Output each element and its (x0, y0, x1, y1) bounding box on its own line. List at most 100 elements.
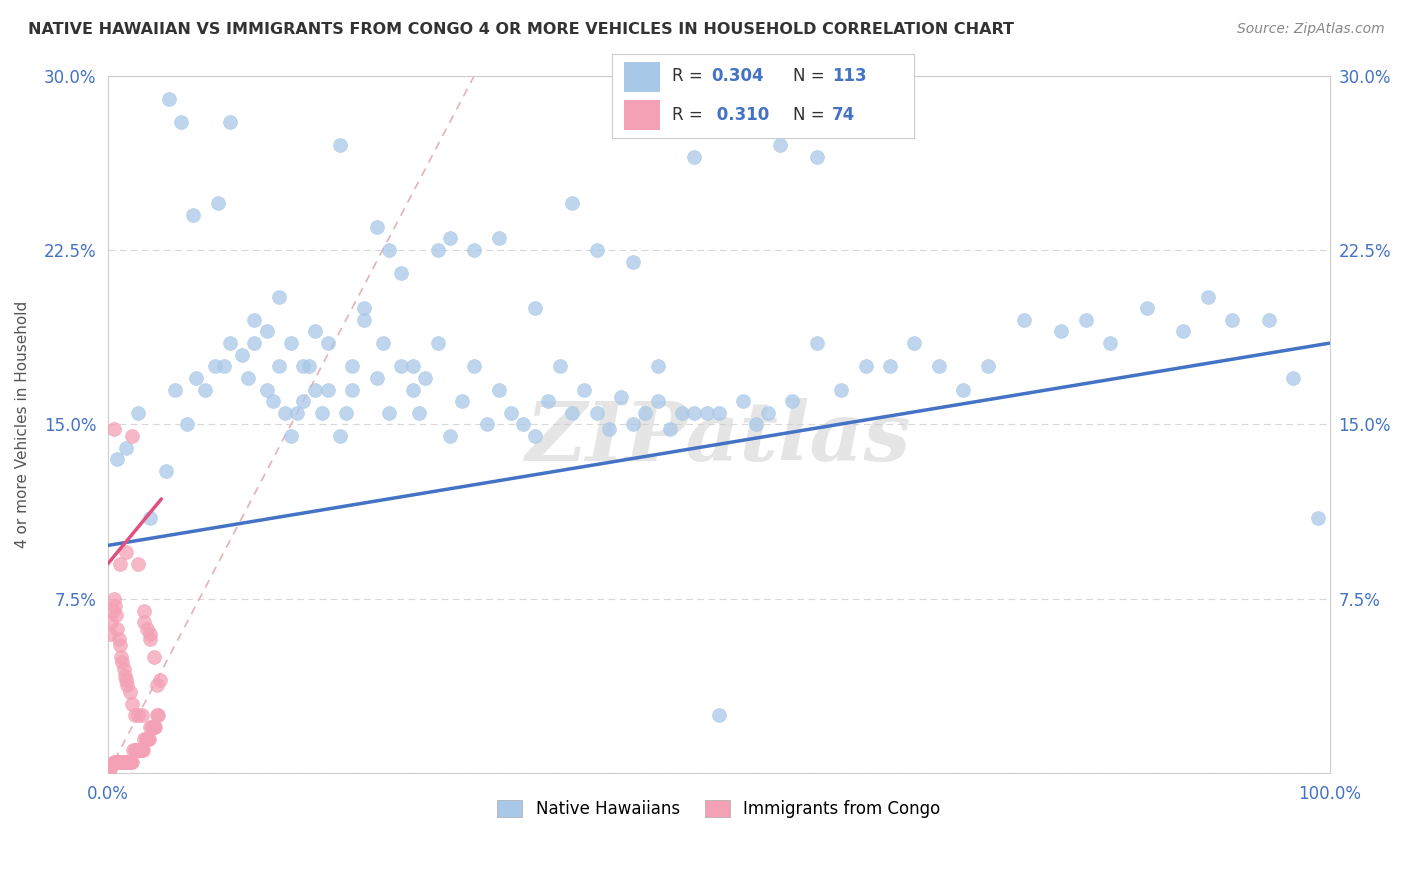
Point (463, 243, 485, 257)
Point (103, 591, 125, 606)
Point (806, 150, 828, 164)
Point (285, 406, 308, 420)
Point (100, 759, 122, 773)
Point (124, 743, 146, 757)
Point (830, 383, 852, 397)
Point (218, 336, 240, 351)
Point (181, 208, 204, 222)
Point (1050, 325, 1073, 339)
Text: 74: 74 (832, 105, 855, 123)
Point (267, 289, 290, 303)
Point (524, 429, 547, 443)
Point (769, 138, 792, 153)
Point (101, 757, 124, 772)
Point (176, 417, 198, 432)
Point (683, 406, 706, 420)
Point (1197, 289, 1219, 303)
Point (207, 196, 229, 211)
Point (378, 243, 401, 257)
Point (488, 231, 510, 245)
Point (142, 720, 165, 734)
Point (621, 417, 644, 432)
Point (107, 755, 129, 769)
Point (647, 394, 669, 409)
Point (112, 755, 135, 769)
Point (585, 243, 607, 257)
Point (103, 422, 125, 436)
Point (115, 673, 138, 688)
Point (155, 464, 177, 478)
Point (114, 669, 136, 683)
Point (806, 336, 828, 351)
Point (366, 371, 388, 385)
Point (127, 708, 149, 723)
Point (135, 731, 157, 746)
Point (733, 394, 755, 409)
Point (903, 336, 925, 351)
Text: R =: R = (672, 68, 709, 86)
Point (402, 359, 425, 374)
Point (1173, 325, 1195, 339)
Point (389, 359, 412, 374)
Point (262, 394, 284, 409)
Point (134, 604, 156, 618)
Point (316, 383, 339, 397)
Point (115, 755, 138, 769)
Point (104, 755, 127, 769)
Point (157, 92, 180, 106)
Point (292, 394, 315, 409)
Point (243, 336, 266, 351)
Point (98, 627, 121, 641)
Point (585, 406, 607, 420)
Point (105, 608, 128, 623)
Point (115, 755, 138, 769)
Point (707, 406, 730, 420)
Point (136, 731, 159, 746)
Point (118, 755, 141, 769)
Point (1136, 301, 1159, 315)
Point (696, 406, 718, 420)
Point (304, 383, 326, 397)
Point (108, 557, 131, 571)
Point (112, 662, 135, 676)
Point (780, 394, 803, 409)
Point (610, 390, 633, 404)
Point (426, 243, 449, 257)
Point (329, 429, 352, 443)
Legend: Native Hawaiians, Immigrants from Congo: Native Hawaiians, Immigrants from Congo (491, 793, 948, 824)
Point (537, 394, 560, 409)
Point (184, 371, 207, 385)
Point (103, 755, 125, 769)
Point (170, 115, 193, 129)
Point (1074, 313, 1097, 327)
Text: ZIPatlas: ZIPatlas (526, 399, 911, 478)
Point (143, 650, 166, 665)
Point (218, 115, 240, 129)
Point (1282, 371, 1305, 385)
Point (143, 720, 166, 734)
Point (1014, 313, 1036, 327)
Point (134, 615, 156, 630)
Point (598, 422, 620, 436)
Point (977, 359, 1000, 374)
Point (125, 743, 148, 757)
Point (107, 452, 129, 467)
Point (131, 708, 153, 723)
Point (127, 743, 149, 757)
Point (524, 301, 547, 315)
Point (139, 627, 162, 641)
Point (634, 406, 657, 420)
Point (120, 755, 142, 769)
Point (98, 762, 121, 776)
Point (683, 150, 706, 164)
Point (132, 743, 155, 757)
Point (110, 755, 132, 769)
Point (415, 371, 437, 385)
Point (129, 743, 152, 757)
Point (231, 348, 253, 362)
Point (879, 359, 901, 374)
Point (128, 743, 150, 757)
Point (561, 406, 583, 420)
Point (426, 336, 449, 351)
Point (952, 383, 974, 397)
